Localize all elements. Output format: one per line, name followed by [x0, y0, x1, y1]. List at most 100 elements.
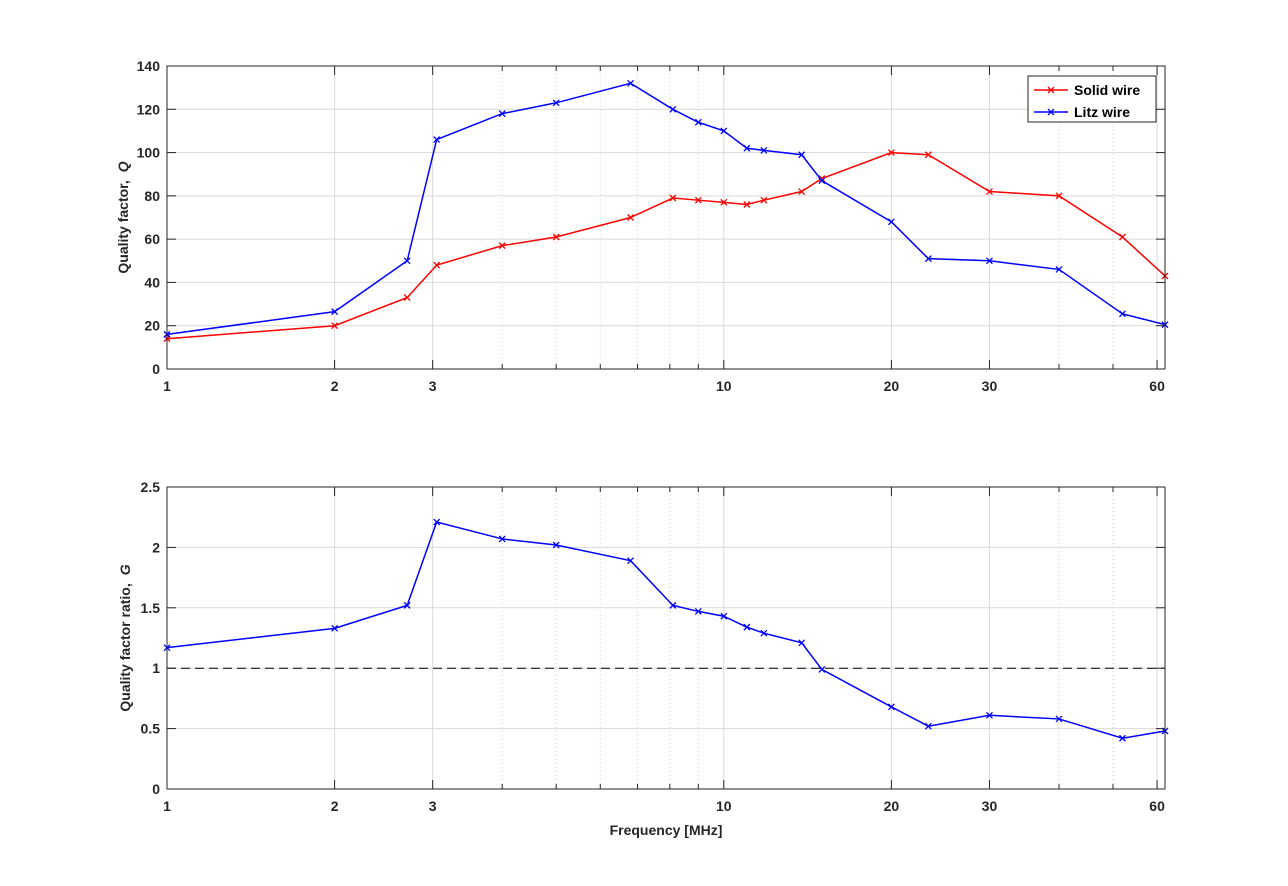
y-tick-label: 2.5: [141, 479, 161, 495]
y-tick-label: 2: [152, 539, 160, 555]
quality-factor-ratio-plot: 1 2 3 10 20 30 60 0 0.5 1 1.5 2 2.5 Quality factor …: [117, 479, 1169, 838]
legend-entry-solid-wire: Solid wire: [1034, 82, 1140, 98]
data-point: [798, 639, 806, 647]
x-tick-label: 20: [884, 798, 900, 814]
y-tick-labels: 0 0.5 1 1.5 2 2.5: [141, 479, 161, 797]
data-point: [433, 261, 441, 269]
data-point: [669, 105, 677, 113]
y-tick-label: 60: [144, 231, 160, 247]
data-point: [331, 624, 339, 632]
y-tick-label: 1: [152, 660, 160, 676]
y-axis-label: Quality factor ratio,G: [117, 564, 133, 711]
data-point: [818, 175, 826, 183]
data-point: [627, 557, 634, 565]
data-point: [331, 322, 339, 330]
data-point: [552, 541, 560, 549]
series-solid-wire: [163, 149, 1169, 343]
y-tick-label: 0: [152, 781, 160, 797]
data-point: [552, 99, 560, 107]
data-point: [924, 255, 932, 263]
axes-frame: [166, 486, 1166, 790]
data-point: [627, 214, 634, 221]
x-tick-label: 3: [429, 798, 437, 814]
x-tick-label: 30: [982, 798, 998, 814]
legend-marker-litz-wire: [1047, 108, 1055, 116]
data-point: [669, 601, 677, 609]
x-tick-label: 30: [982, 378, 998, 394]
data-point: [760, 196, 768, 204]
data-point: [798, 188, 806, 195]
data-point: [924, 151, 932, 159]
data-point: [498, 535, 506, 543]
y-tick-label: 140: [137, 58, 161, 74]
tick-marks: [166, 65, 1165, 370]
data-point: [743, 623, 751, 631]
data-point: [694, 607, 702, 615]
x-tick-label: 2: [331, 378, 339, 394]
legend-marker-solid-wire: [1047, 86, 1055, 94]
data-point: [818, 177, 826, 185]
data-point: [1119, 233, 1126, 241]
y-tick-labels: 0 20 40 60 80 100 120 140: [137, 58, 161, 377]
data-point: [627, 79, 634, 87]
data-point: [720, 198, 728, 206]
y-axis-label: Quality factor,Q: [115, 161, 131, 273]
quality-factor-plot: 1 2 3 10 20 30 60 0 20 40 60 80 100 120 140 Quality f…: [115, 58, 1169, 394]
legend-entry-litz-wire: Litz wire: [1034, 104, 1130, 120]
axes-frame: [166, 65, 1166, 370]
data-point: [760, 629, 768, 637]
data-point: [985, 257, 993, 265]
data-point: [331, 308, 339, 316]
data-point: [743, 144, 751, 152]
y-tick-label: 40: [144, 274, 160, 290]
series-line: [166, 151, 1166, 340]
data-point: [924, 722, 932, 730]
data-point: [985, 711, 993, 719]
y-tick-label: 120: [137, 101, 161, 117]
y-tick-label: 100: [137, 145, 161, 161]
series-line: [166, 82, 1166, 336]
data-point: [498, 242, 506, 250]
data-point: [403, 294, 411, 302]
x-tick-label: 20: [884, 378, 900, 394]
x-tick-label: 1: [163, 798, 171, 814]
y-tick-label: 1.5: [141, 600, 161, 616]
data-point: [403, 257, 411, 265]
x-tick-label: 2: [331, 798, 339, 814]
data-point: [743, 201, 751, 208]
x-tick-label: 60: [1149, 378, 1165, 394]
x-tick-label: 1: [163, 378, 171, 394]
data-point: [818, 665, 826, 673]
data-point: [1119, 310, 1126, 318]
data-point: [1119, 734, 1126, 742]
x-axis-label: Frequency [MHz]: [610, 822, 723, 838]
y-tick-label: 0.5: [141, 721, 161, 737]
data-point: [433, 518, 441, 526]
x-tick-label: 60: [1149, 798, 1165, 814]
data-point: [403, 601, 411, 609]
data-point: [798, 151, 806, 159]
data-point: [720, 612, 728, 620]
data-point: [433, 136, 441, 144]
data-point: [694, 118, 702, 126]
y-tick-label: 0: [152, 361, 160, 377]
x-tick-label: 10: [716, 378, 732, 394]
x-tick-label: 10: [716, 798, 732, 814]
data-point: [694, 196, 702, 204]
series-line: [166, 521, 1166, 740]
data-point: [669, 194, 677, 202]
x-tick-label: 3: [429, 378, 437, 394]
data-point: [760, 146, 768, 154]
legend-label-solid-wire: Solid wire: [1074, 82, 1140, 98]
y-tick-label: 80: [144, 188, 160, 204]
data-point: [498, 110, 506, 118]
tick-marks: [166, 486, 1165, 790]
data-point: [1055, 192, 1063, 200]
data-point: [887, 218, 895, 226]
data-point: [985, 188, 993, 195]
data-point: [887, 703, 895, 711]
legend: Solid wire Litz wire: [1027, 75, 1157, 123]
legend-label-litz-wire: Litz wire: [1074, 104, 1130, 120]
data-point: [720, 127, 728, 135]
